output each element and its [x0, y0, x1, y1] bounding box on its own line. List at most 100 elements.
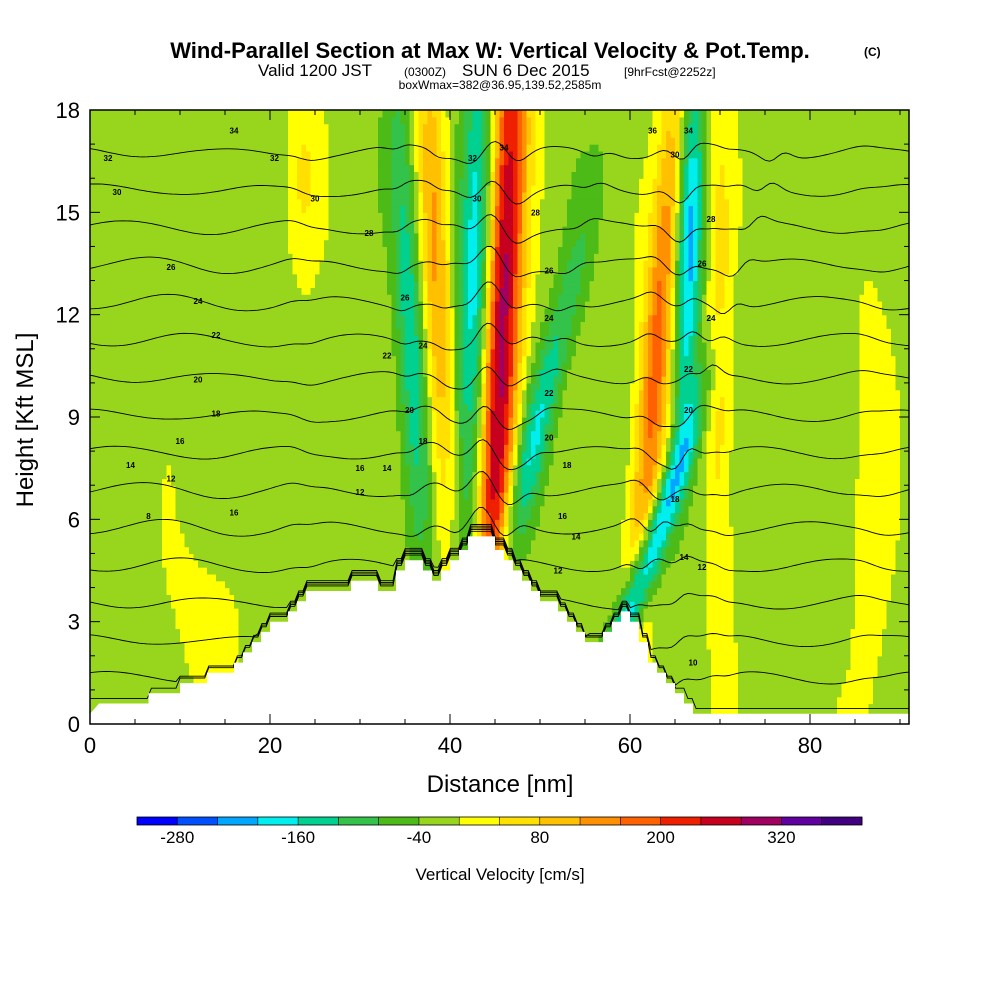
velocity-cell: [171, 573, 177, 582]
velocity-cell: [148, 594, 154, 602]
velocity-cell: [261, 191, 267, 200]
velocity-cell: [292, 123, 298, 132]
velocity-cell: [108, 178, 114, 186]
velocity-cell: [189, 178, 195, 186]
velocity-cell: [162, 662, 168, 671]
velocity-cell: [157, 471, 163, 479]
velocity-cell: [301, 260, 307, 268]
velocity-cell: [108, 116, 114, 125]
velocity-cell: [162, 567, 168, 575]
velocity-cell: [211, 116, 217, 125]
velocity-cell: [193, 608, 199, 616]
velocity-cell: [229, 539, 235, 548]
velocity-cell: [162, 369, 168, 377]
velocity-cell: [157, 280, 163, 288]
velocity-cell: [112, 307, 118, 316]
velocity-cell: [328, 314, 334, 323]
velocity-cell: [301, 403, 307, 411]
velocity-cell: [148, 219, 154, 227]
velocity-cell: [243, 157, 249, 166]
velocity-cell: [166, 648, 172, 657]
velocity-cell: [121, 191, 127, 200]
velocity-cell: [130, 362, 136, 370]
velocity-cell: [234, 157, 240, 166]
velocity-cell: [270, 116, 276, 125]
velocity-cell: [279, 321, 285, 329]
velocity-cell: [157, 546, 163, 555]
velocity-cell: [171, 396, 177, 404]
velocity-cell: [234, 635, 240, 643]
velocity-cell: [301, 498, 307, 507]
velocity-cell: [265, 512, 271, 520]
velocity-cell: [292, 225, 298, 234]
velocity-cell: [265, 287, 271, 295]
velocity-cell: [202, 464, 208, 473]
velocity-cell: [99, 348, 105, 357]
velocity-cell: [193, 171, 199, 179]
velocity-cell: [94, 560, 100, 568]
velocity-cell: [211, 144, 217, 152]
velocity-cell: [175, 355, 181, 364]
velocity-cell: [126, 423, 132, 432]
velocity-cell: [252, 485, 258, 493]
velocity-cell: [108, 382, 114, 391]
velocity-cell: [99, 130, 105, 138]
velocity-cell: [144, 498, 150, 507]
velocity-cell: [328, 539, 334, 548]
velocity-cell: [153, 437, 159, 445]
velocity-cell: [99, 116, 105, 125]
velocity-cell: [225, 348, 231, 357]
velocity-cell: [216, 642, 222, 650]
velocity-cell: [135, 191, 141, 200]
velocity-cell: [121, 594, 127, 602]
velocity-cell: [292, 464, 298, 473]
velocity-cell: [283, 485, 289, 493]
velocity-cell: [229, 478, 235, 486]
velocity-cell: [144, 451, 150, 459]
velocity-cell: [108, 369, 114, 377]
velocity-cell: [94, 369, 100, 377]
velocity-cell: [279, 457, 285, 466]
velocity-cell: [193, 539, 199, 548]
velocity-cell: [229, 444, 235, 452]
velocity-cell: [202, 567, 208, 575]
velocity-cell: [297, 116, 303, 125]
velocity-cell: [189, 471, 195, 479]
velocity-cell: [162, 164, 168, 172]
velocity-cell: [279, 478, 285, 486]
velocity-cell: [270, 171, 276, 179]
velocity-cell: [148, 648, 154, 657]
velocity-cell: [265, 123, 271, 132]
velocity-cell: [337, 532, 343, 541]
velocity-cell: [243, 219, 249, 227]
velocity-cell: [148, 628, 154, 636]
velocity-cell: [324, 116, 330, 125]
velocity-cell: [301, 457, 307, 466]
velocity-cell: [112, 294, 118, 302]
velocity-cell: [157, 580, 163, 589]
velocity-cell: [99, 260, 105, 268]
velocity-cell: [270, 212, 276, 220]
velocity-cell: [202, 246, 208, 254]
velocity-cell: [103, 157, 109, 166]
velocity-cell: [319, 335, 325, 343]
velocity-cell: [297, 110, 303, 118]
velocity-cell: [171, 362, 177, 370]
velocity-cell: [117, 614, 123, 623]
velocity-cell: [153, 396, 159, 404]
velocity-cell: [90, 430, 96, 439]
velocity-cell: [238, 512, 244, 520]
velocity-cell: [112, 423, 118, 432]
velocity-cell: [184, 198, 190, 207]
velocity-cell: [315, 246, 321, 254]
velocity-cell: [144, 662, 150, 671]
velocity-cell: [90, 123, 96, 132]
velocity-cell: [247, 219, 253, 227]
velocity-cell: [225, 130, 231, 138]
velocity-cell: [256, 253, 262, 261]
velocity-cell: [103, 417, 109, 425]
velocity-cell: [319, 444, 325, 452]
velocity-cell: [319, 451, 325, 459]
velocity-cell: [148, 519, 154, 527]
velocity-cell: [288, 478, 294, 486]
